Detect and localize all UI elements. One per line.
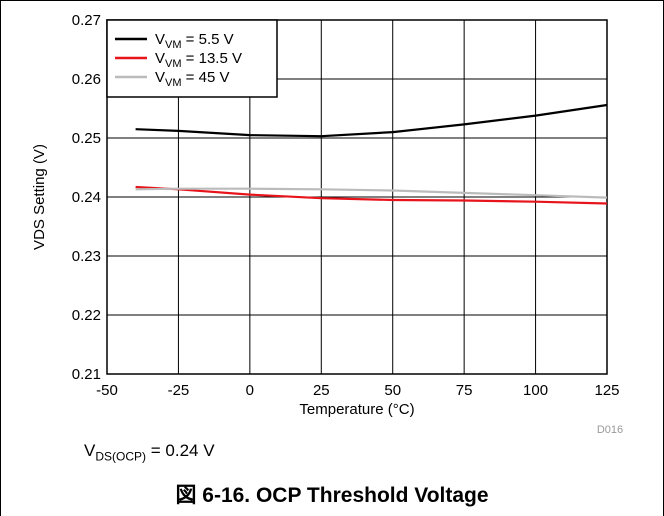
- x-axis-title: Temperature (°C): [299, 401, 414, 418]
- y-tick-label: 0.26: [72, 71, 101, 88]
- x-tick-label: 25: [313, 382, 330, 399]
- x-tick-label: 50: [384, 382, 401, 399]
- legend-label-1: VVM = 5.5 V: [155, 31, 234, 51]
- legend-label-3: VVM = 45 V: [155, 69, 229, 89]
- figure-id: D016: [597, 424, 623, 436]
- series-line-1: [135, 103, 608, 138]
- y-tick-label: 0.21: [72, 366, 101, 383]
- figure-caption: 図 6-16. OCP Threshold Voltage: [175, 484, 489, 507]
- vds-ocp-note: VDS(OCP) = 0.24 V: [84, 441, 215, 464]
- y-tick-label: 0.23: [72, 248, 101, 265]
- x-tick-label: 0: [246, 382, 254, 399]
- series-line-2: [135, 185, 608, 205]
- y-tick-label: 0.25: [72, 130, 101, 147]
- x-tick-label: 125: [594, 382, 619, 399]
- y-axis-title: VDS Setting (V): [31, 144, 48, 250]
- legend-label-2: VVM = 13.5 V: [155, 50, 242, 70]
- x-tick-label: 75: [456, 382, 473, 399]
- series-line-3: [135, 187, 608, 199]
- y-tick-label: 0.27: [72, 12, 101, 29]
- x-tick-label: 100: [523, 382, 548, 399]
- y-tick-label: 0.22: [72, 307, 101, 324]
- x-tick-label: -50: [96, 382, 118, 399]
- x-tick-label: -25: [168, 382, 190, 399]
- line-chart: -50 -25 0 25 50 75 100 125 0.21 0.22 0.23 0.24 0.25 0…: [31, 12, 623, 436]
- y-tick-label: 0.24: [72, 189, 101, 206]
